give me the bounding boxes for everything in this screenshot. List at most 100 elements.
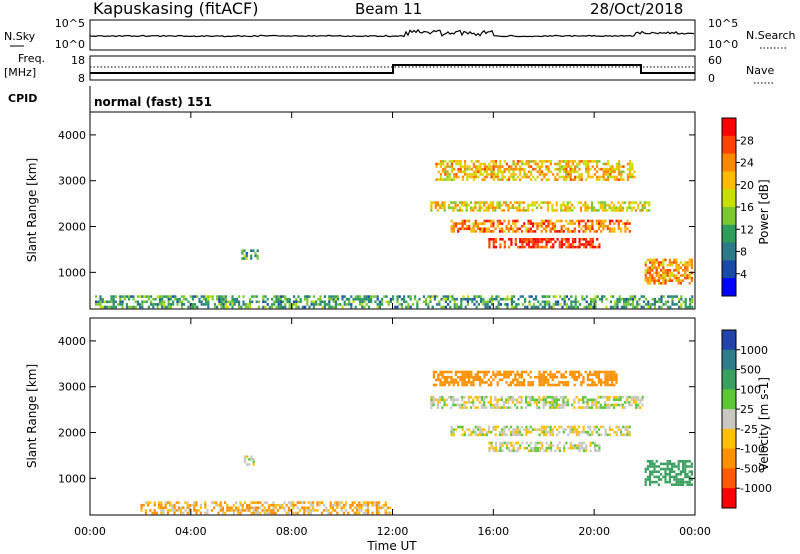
data-cell (492, 224, 495, 228)
data-cell (497, 178, 500, 181)
data-cell (450, 406, 453, 409)
data-cell (567, 425, 570, 429)
data-cell (542, 370, 545, 374)
data-cell (618, 295, 621, 298)
data-cell (481, 162, 484, 166)
data-cell (552, 444, 555, 447)
data-cell (604, 383, 607, 387)
data-cell (567, 173, 570, 176)
data-cell (219, 503, 222, 507)
data-cell (626, 209, 629, 212)
data-cell (221, 509, 224, 512)
data-cell (99, 295, 102, 298)
data-cell (641, 398, 644, 402)
data-cell (598, 297, 601, 301)
data-cell (545, 160, 548, 163)
data-cell (330, 297, 333, 301)
data-cell (312, 305, 315, 309)
data-cell (340, 506, 343, 510)
data-cell (491, 406, 495, 409)
data-cell (450, 201, 453, 204)
data-cell (429, 300, 432, 304)
data-cell (560, 206, 563, 210)
data-cell (345, 503, 348, 507)
data-cell (296, 501, 299, 504)
data-cell (569, 373, 572, 376)
data-cell (309, 501, 312, 504)
data-cell (297, 300, 300, 304)
data-cell (615, 165, 618, 168)
data-cell (304, 305, 307, 309)
data-cell (303, 501, 306, 504)
data-cell (211, 297, 214, 301)
data-cell (571, 178, 574, 181)
data-cell (534, 428, 537, 431)
data-cell (281, 506, 284, 510)
data-cell (323, 295, 326, 298)
data-cell (677, 480, 680, 484)
data-cell (558, 245, 561, 249)
data-cell (547, 160, 550, 163)
data-cell (328, 300, 331, 304)
data-cell (606, 370, 609, 374)
data-cell (495, 297, 498, 301)
data-cell (442, 295, 445, 298)
data-cell (632, 206, 635, 210)
data-cell (461, 378, 464, 382)
data-cell (139, 305, 142, 309)
data-cell (545, 428, 548, 431)
data-cell (496, 406, 499, 409)
data-cell (619, 430, 623, 434)
data-cell (477, 170, 480, 174)
data-cell (591, 238, 594, 241)
data-cell (519, 446, 522, 450)
data-cell (494, 395, 497, 399)
data-cell (220, 303, 223, 306)
data-cell (477, 175, 480, 179)
data-cell (597, 395, 600, 399)
data-cell (441, 370, 444, 374)
data-cell (557, 300, 560, 304)
data-cell (464, 167, 467, 171)
data-cell (580, 160, 583, 163)
data-cell (261, 503, 264, 507)
data-cell (353, 511, 356, 515)
data-cell (452, 224, 455, 228)
data-cell (136, 300, 139, 304)
data-cell (563, 295, 566, 298)
data-cell (434, 203, 437, 207)
data-cell (535, 401, 539, 404)
data-cell (463, 430, 466, 434)
data-cell (182, 511, 185, 515)
data-cell (651, 297, 654, 301)
data-cell (516, 446, 520, 450)
data-cell (242, 300, 245, 304)
data-cell (167, 300, 170, 304)
data-cell (202, 303, 205, 306)
data-cell (593, 206, 596, 210)
data-cell (616, 300, 619, 304)
data-cell (491, 300, 494, 304)
data-cell (624, 224, 627, 228)
data-cell (601, 406, 605, 409)
data-cell (463, 373, 466, 376)
data-cell (218, 297, 221, 301)
data-cell (646, 282, 649, 285)
data-cell (224, 295, 227, 298)
data-cell (595, 425, 598, 429)
data-cell (455, 173, 458, 176)
data-cell (372, 295, 375, 298)
data-cell (680, 305, 683, 309)
data-cell (486, 170, 489, 174)
data-cell (565, 245, 568, 249)
data-cell (580, 373, 583, 376)
data-cell (297, 295, 300, 298)
data-cell (474, 203, 477, 207)
data-cell (686, 263, 689, 267)
data-cell (514, 222, 517, 225)
data-cell (474, 373, 477, 376)
data-cell (468, 165, 471, 168)
data-cell (474, 222, 477, 225)
data-cell (516, 201, 519, 204)
data-cell (529, 398, 532, 402)
